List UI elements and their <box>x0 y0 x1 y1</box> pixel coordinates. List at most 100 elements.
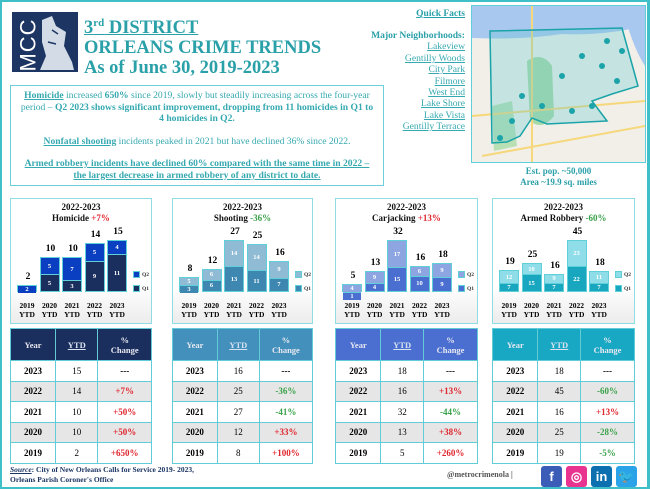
bar: 23 22 <box>566 240 587 292</box>
cell-ytd: 19 <box>537 442 582 464</box>
table-row: 2023 15 --- <box>9 360 152 382</box>
cell-ytd: 25 <box>537 421 582 443</box>
twitter-icon[interactable]: 🐦 <box>616 466 637 487</box>
legend-label: Q2 <box>624 272 632 278</box>
legend-swatch-q1 <box>133 285 140 292</box>
bar-segment-q2: 5 <box>85 244 104 261</box>
bar-segment-q2: 2 <box>18 286 36 294</box>
x-tick-label: 2023 YTD <box>271 301 287 319</box>
table-row: 2021 27 -41% <box>172 401 314 423</box>
table-row: 2022 45 -60% <box>491 380 635 402</box>
neighborhood-link[interactable]: City Park <box>428 64 465 76</box>
bar-segment-q2: 9 <box>433 263 451 277</box>
cell-year: 2023 <box>491 360 539 382</box>
x-tick-label: 2023 YTD <box>591 301 607 319</box>
neighborhood-link[interactable]: Gentilly Woods <box>404 52 465 64</box>
cell-change: -36% <box>258 380 314 402</box>
bar-segment-q1: 15 <box>522 274 541 291</box>
header-ytd: YTD <box>216 328 260 361</box>
cell-change: -5% <box>580 442 635 464</box>
bar-total-label: 18 <box>595 258 605 269</box>
bar-total-label: 2 <box>25 272 31 283</box>
bar-total-label: 14 <box>90 230 101 241</box>
table-row: 2021 10 +50% <box>9 401 152 423</box>
table-header: Year YTD% Change <box>172 328 314 361</box>
bar-segment-q2: 4 <box>343 284 361 292</box>
neighborhood-link[interactable]: West End <box>428 87 465 99</box>
bar-segment-q2: 5 <box>40 258 59 275</box>
bar: 11 7 <box>589 271 609 292</box>
cell-change: +33% <box>258 421 314 443</box>
bar-total-label: 13 <box>370 257 381 268</box>
legend-swatch-q2 <box>615 271 622 278</box>
bar-segment-q1: 5 <box>40 274 59 291</box>
cell-change: +38% <box>423 421 478 443</box>
table-header: Year YTD% Change <box>334 328 478 361</box>
quick-facts-heading: Quick Facts <box>416 9 465 19</box>
bar: 4 11 <box>107 240 127 292</box>
chart-title: 2022-2023 Carjacking +13% <box>372 202 441 223</box>
header-ytd: YTD <box>380 328 425 361</box>
bar-segment-q1: 10 <box>410 275 429 291</box>
cell-ytd: 27 <box>216 401 260 423</box>
bar: 10 15 <box>521 263 542 292</box>
bar-total-label: 16 <box>415 253 426 263</box>
facebook-icon[interactable]: f <box>541 466 562 487</box>
neighborhood-link[interactable]: Lake Vista <box>423 109 465 121</box>
neighborhood-link[interactable]: Gentilly Terrace <box>402 121 465 133</box>
linkedin-icon[interactable]: in <box>591 466 612 487</box>
cell-ytd: 10 <box>55 421 99 443</box>
chart-shooting: 2022-2023 Shooting -36% 5 3 8 2019 YTD 6 6 12 202… <box>172 198 313 324</box>
x-tick-label: 2022 YTD <box>86 301 103 319</box>
table-row: 2020 13 +38% <box>334 421 478 443</box>
neighborhood-link[interactable]: Filmore <box>434 75 465 87</box>
summary-box: Homicide increased 650% since 2019, slow… <box>10 85 384 186</box>
table-row: 2022 14 +7% <box>9 380 152 402</box>
bar-segment-q1: 1 <box>343 291 361 300</box>
neighborhood-link[interactable]: Lake Shore <box>421 98 465 110</box>
social-handle[interactable]: @metrocrimenola | <box>447 470 513 479</box>
bar-segment-q1: 7 <box>270 277 288 291</box>
cell-ytd: 14 <box>55 380 99 402</box>
bar-segment-q1: 15 <box>388 267 406 291</box>
bar-segment-q1: 7 <box>545 282 563 291</box>
bar-segment-q2: 12 <box>500 271 518 283</box>
instagram-icon[interactable]: ◎ <box>566 466 587 487</box>
cell-year: 2021 <box>9 401 57 423</box>
table-row: 2020 12 +33% <box>172 421 314 443</box>
bar-total-label: 19 <box>505 257 515 268</box>
header-ytd: YTD <box>537 328 582 361</box>
bar-segment-q1: 22 <box>567 266 586 291</box>
legend-swatch-q1 <box>295 285 302 292</box>
x-tick-label: 2022 YTD <box>568 301 585 319</box>
legend-label: Q2 <box>142 272 150 278</box>
bar-segment-q1: 7 <box>500 282 518 291</box>
bar-total-label: 5 <box>350 270 356 281</box>
table-row: 2023 18 --- <box>491 360 635 382</box>
cell-year: 2021 <box>172 401 218 423</box>
district-map[interactable] <box>471 5 646 163</box>
bar: 2 <box>17 285 37 294</box>
bar-total-label: 10 <box>45 244 56 255</box>
legend-label: Q1 <box>467 286 475 292</box>
x-tick-label: 2022 YTD <box>248 301 265 319</box>
bar-total-label: 16 <box>275 248 285 259</box>
neighborhood-link[interactable]: Lakeview <box>427 41 465 53</box>
cell-change: -60% <box>580 380 635 402</box>
bar-segment-q2: 23 <box>567 241 586 267</box>
table-row: 2021 16 +13% <box>491 401 635 423</box>
cell-year: 2023 <box>334 360 382 382</box>
ytd-table: Year YTD% Change 2023 18 --- 2022 45 -60% 2021 16 +… <box>491 328 635 464</box>
bar-segment-q1: 4 <box>365 283 384 291</box>
cell-year: 2022 <box>9 380 57 402</box>
cell-change: +650% <box>97 442 152 464</box>
bar-total-label: 25 <box>252 230 263 241</box>
bar-total-label: 16 <box>550 260 560 271</box>
